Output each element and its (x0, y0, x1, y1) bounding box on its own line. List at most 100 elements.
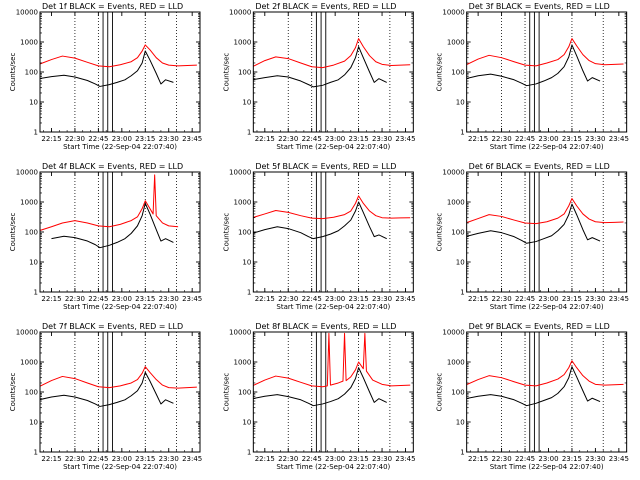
x-tick-label: 22:30 (278, 295, 298, 303)
panel-title: Det 7f BLACK = Events, RED = LLD (42, 322, 183, 331)
y-tick-label: 10 (29, 99, 38, 107)
panel-1: 1 10 100 1000 10000 22:15 22:30 22:45 23:00 23:15… (9, 2, 202, 151)
x-tick-label: 22:15 (255, 295, 275, 303)
x-tick-label: 23:15 (135, 135, 155, 143)
series-line-events (466, 366, 601, 407)
plot-frame (252, 331, 414, 453)
x-tick-label: 23:00 (325, 455, 345, 463)
x-tick-label: 23:45 (182, 135, 202, 143)
panel-title: Det 1f BLACK = Events, RED = LLD (42, 2, 183, 11)
panel-3: 1 10 100 1000 10000 22:15 22:30 22:45 23:00 23:15… (436, 2, 629, 151)
x-tick-label: 23:15 (135, 455, 155, 463)
x-tick-label: 22:15 (468, 455, 488, 463)
x-tick-label: 22:30 (65, 295, 85, 303)
panel-5: 1 10 100 1000 10000 22:15 22:30 22:45 23:00 23:15… (222, 162, 415, 311)
x-tick-label: 23:45 (609, 135, 629, 143)
panel-6: 1 10 100 1000 10000 22:15 22:30 22:45 23:00 23:15… (436, 162, 629, 311)
y-tick-label: 1000 (20, 39, 38, 47)
x-axis-label: Start Time (22-Sep-04 22:07:40) (63, 303, 177, 311)
y-tick-label: 1 (34, 449, 38, 457)
x-tick-label: 22:45 (515, 455, 535, 463)
series-line-events (40, 50, 174, 87)
x-tick-label: 22:45 (302, 455, 322, 463)
plot-frame (466, 171, 628, 293)
series-line-lld (40, 366, 197, 389)
x-tick-label: 23:30 (372, 455, 392, 463)
panel-4: 1 10 100 1000 10000 22:15 22:30 22:45 23:00 23:15… (9, 162, 202, 311)
y-axis-label: Counts/sec (222, 373, 230, 412)
x-tick-label: 22:45 (515, 135, 535, 143)
x-tick-label: 22:45 (515, 295, 535, 303)
series-line-events (51, 202, 174, 249)
panel-2: 1 10 100 1000 10000 22:15 22:30 22:45 23:00 23:15… (222, 2, 415, 151)
y-tick-label: 1 (247, 129, 251, 137)
x-tick-label: 22:15 (468, 295, 488, 303)
series-line-events (253, 367, 387, 407)
y-tick-label: 100 (238, 229, 251, 237)
x-tick-label: 23:00 (538, 455, 558, 463)
x-tick-label: 23:00 (538, 135, 558, 143)
panel-title: Det 6f BLACK = Events, RED = LLD (469, 162, 610, 171)
y-tick-label: 10000 (229, 9, 251, 17)
x-tick-label: 22:30 (491, 295, 511, 303)
series-line-events (40, 371, 174, 407)
y-tick-label: 10000 (442, 9, 464, 17)
x-tick-label: 23:00 (325, 135, 345, 143)
x-tick-label: 22:30 (65, 135, 85, 143)
y-tick-label: 10 (242, 419, 251, 427)
x-tick-label: 23:30 (585, 295, 605, 303)
y-tick-label: 10000 (16, 329, 38, 337)
x-tick-label: 22:30 (65, 455, 85, 463)
y-tick-label: 10 (29, 259, 38, 267)
x-tick-label: 22:15 (41, 295, 61, 303)
x-tick-label: 23:45 (395, 135, 415, 143)
x-tick-label: 23:00 (112, 295, 132, 303)
series-line-events (466, 203, 601, 244)
y-axis-label: Counts/sec (436, 213, 444, 252)
y-tick-label: 100 (25, 229, 38, 237)
panel-title: Det 5f BLACK = Events, RED = LLD (255, 162, 396, 171)
x-tick-label: 23:45 (182, 455, 202, 463)
x-tick-label: 23:30 (372, 295, 392, 303)
y-tick-label: 1000 (447, 359, 465, 367)
x-tick-label: 23:30 (585, 135, 605, 143)
y-tick-label: 10000 (229, 329, 251, 337)
x-tick-label: 23:45 (609, 295, 629, 303)
y-axis-label: Counts/sec (222, 213, 230, 252)
x-tick-label: 22:30 (491, 455, 511, 463)
y-tick-label: 1 (34, 129, 38, 137)
y-tick-label: 1 (460, 129, 464, 137)
y-tick-label: 100 (451, 229, 464, 237)
x-tick-label: 23:30 (159, 295, 179, 303)
y-axis-label: Counts/sec (222, 53, 230, 92)
y-tick-label: 1000 (20, 199, 38, 207)
y-tick-label: 10 (242, 259, 251, 267)
x-axis-label: Start Time (22-Sep-04 22:07:40) (63, 463, 177, 471)
y-tick-label: 10000 (229, 169, 251, 177)
panel-title: Det 3f BLACK = Events, RED = LLD (469, 2, 610, 11)
x-axis-label: Start Time (22-Sep-04 22:07:40) (276, 303, 390, 311)
plot-frame (252, 11, 414, 133)
series-line-lld (40, 44, 197, 68)
panel-9: 1 10 100 1000 10000 22:15 22:30 22:45 23:00 23:15… (436, 322, 629, 471)
y-tick-label: 10000 (16, 9, 38, 17)
y-tick-label: 1000 (234, 199, 252, 207)
x-tick-label: 22:30 (491, 135, 511, 143)
y-tick-label: 1 (460, 449, 464, 457)
y-tick-label: 1000 (447, 39, 465, 47)
x-tick-label: 22:15 (468, 135, 488, 143)
x-tick-label: 23:15 (562, 455, 582, 463)
y-tick-label: 10 (456, 419, 465, 427)
plot-frame (252, 171, 414, 293)
y-tick-label: 1000 (234, 359, 252, 367)
series-line-lld (253, 332, 411, 388)
series-line-lld (466, 360, 624, 387)
x-tick-label: 23:45 (395, 295, 415, 303)
x-tick-label: 23:30 (585, 455, 605, 463)
series-line-lld (466, 38, 624, 67)
panel-title: Det 8f BLACK = Events, RED = LLD (255, 322, 396, 331)
x-tick-label: 23:45 (182, 295, 202, 303)
series-line-lld (253, 195, 411, 220)
y-axis-label: Counts/sec (436, 53, 444, 92)
